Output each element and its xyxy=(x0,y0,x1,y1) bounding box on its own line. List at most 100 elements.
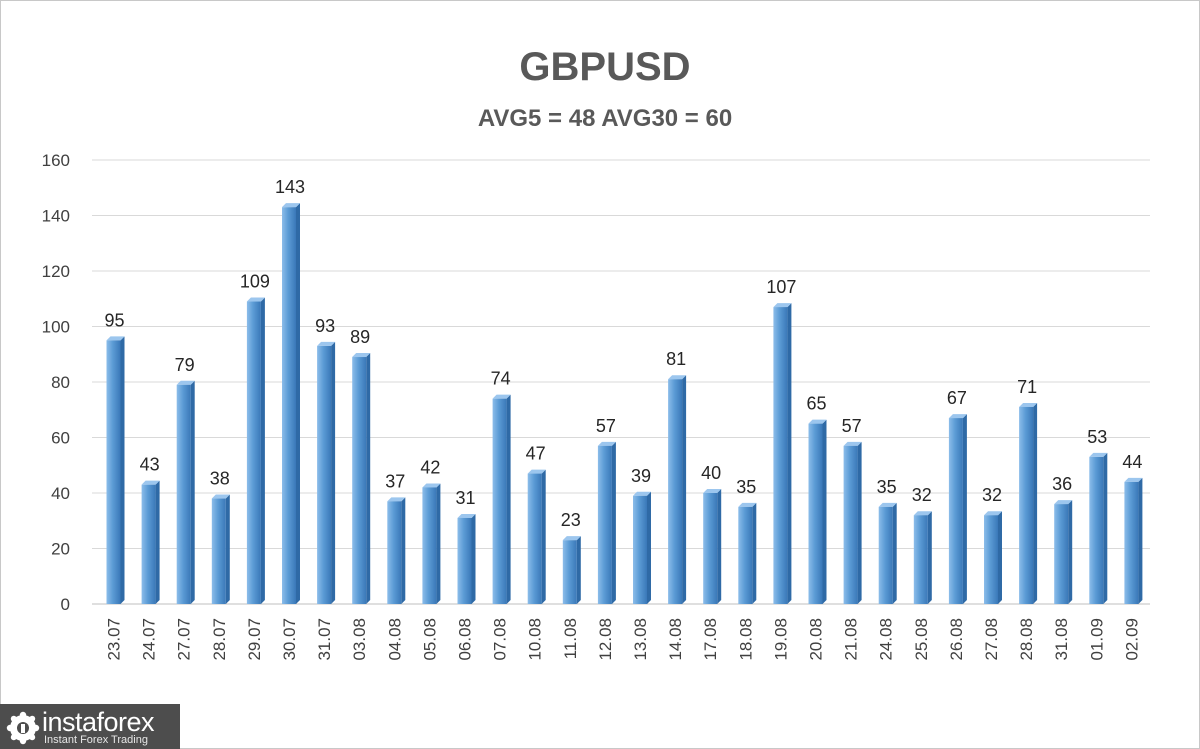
bar-side xyxy=(190,380,195,604)
x-tick-label: 01.09 xyxy=(1087,618,1106,661)
bar-front xyxy=(1124,481,1139,604)
logo-tagline: Instant Forex Trading xyxy=(44,734,148,746)
bar-top xyxy=(317,341,336,346)
bar-side xyxy=(576,536,581,604)
bar xyxy=(141,480,160,604)
bar-top xyxy=(492,394,511,399)
bar xyxy=(703,489,722,604)
bar-side xyxy=(752,502,757,604)
bar xyxy=(317,341,336,604)
bar xyxy=(176,380,195,604)
bar-top xyxy=(1089,452,1108,457)
x-tick-label: 12.08 xyxy=(596,618,615,661)
bar-top xyxy=(808,419,827,424)
bar-top xyxy=(1124,477,1143,482)
data-label: 74 xyxy=(491,369,511,389)
bar-top xyxy=(352,353,371,358)
data-label: 42 xyxy=(420,457,440,477)
data-label: 39 xyxy=(631,466,651,486)
bar-top xyxy=(246,297,265,302)
bar xyxy=(527,469,546,604)
x-tick-label: 05.08 xyxy=(420,618,439,661)
bar-side xyxy=(541,469,546,604)
data-label: 32 xyxy=(912,485,932,505)
bar-top xyxy=(668,375,687,380)
gridlines xyxy=(92,159,1150,605)
bar xyxy=(282,203,300,605)
y-tick-label: 120 xyxy=(42,262,70,281)
bar-top xyxy=(1054,500,1073,505)
y-tick-label: 100 xyxy=(42,318,70,337)
x-tick-label: 18.08 xyxy=(736,618,755,661)
bars xyxy=(106,203,1143,605)
bar-top xyxy=(913,511,932,516)
x-tick-label: 27.08 xyxy=(982,618,1001,661)
data-label: 35 xyxy=(877,477,897,497)
x-tick-label: 10.08 xyxy=(526,618,545,661)
data-label: 89 xyxy=(350,327,370,347)
bar-side xyxy=(717,489,722,604)
bar xyxy=(738,502,757,604)
logo-wordmark: instaforex xyxy=(42,707,155,737)
y-tick-label: 0 xyxy=(61,595,70,614)
instaforex-logo: instaforex Instant Forex Trading xyxy=(0,704,180,749)
data-label: 36 xyxy=(1052,474,1072,494)
bar-side xyxy=(471,513,476,604)
instaforex-logo-icon xyxy=(6,711,40,745)
x-tick-label: 04.08 xyxy=(385,618,404,661)
data-label: 67 xyxy=(947,388,967,408)
bar-front xyxy=(457,517,472,604)
y-tick-label: 60 xyxy=(51,429,70,448)
data-label: 57 xyxy=(842,416,862,436)
bar-front xyxy=(141,484,156,604)
data-label: 40 xyxy=(701,463,721,483)
bar-side xyxy=(1103,452,1108,604)
data-label: 32 xyxy=(982,485,1002,505)
bar-side xyxy=(366,353,371,604)
bar-front xyxy=(808,423,823,604)
bar xyxy=(913,511,932,604)
data-label: 57 xyxy=(596,416,616,436)
bar xyxy=(597,441,616,604)
bar-side xyxy=(155,480,160,604)
bar-front xyxy=(913,515,928,604)
x-tick-label: 13.08 xyxy=(631,618,650,661)
x-tick-label: 27.07 xyxy=(175,618,194,661)
bar-side xyxy=(822,419,827,604)
bar-front xyxy=(387,501,402,604)
bar-front xyxy=(773,307,788,604)
bar-side xyxy=(401,497,406,604)
data-label: 37 xyxy=(385,471,405,491)
bar xyxy=(878,502,897,604)
bar-front xyxy=(282,207,296,605)
bar-front xyxy=(843,445,858,604)
x-tick-label: 11.08 xyxy=(561,618,580,659)
bar-top xyxy=(211,494,230,499)
y-axis-ticks: 0 20 40 60 80 100 120 140 160 xyxy=(42,151,70,614)
bar-front xyxy=(492,398,507,604)
data-label: 43 xyxy=(140,455,160,475)
bar-top xyxy=(176,380,195,385)
bar-top xyxy=(878,502,897,507)
bar-side xyxy=(436,483,441,604)
y-tick-label: 140 xyxy=(42,207,70,226)
y-tick-label: 20 xyxy=(51,540,70,559)
chart-subtitle: AVG5 = 48 AVG30 = 60 xyxy=(478,105,732,132)
bar xyxy=(1124,477,1143,604)
bar xyxy=(1054,500,1073,604)
bar-top xyxy=(422,483,441,488)
data-label: 71 xyxy=(1017,377,1037,397)
data-label: 31 xyxy=(455,488,475,508)
chart-title: GBPUSD xyxy=(519,45,690,89)
bar-front xyxy=(1054,504,1069,604)
bar-side xyxy=(962,414,967,604)
bar xyxy=(773,303,792,604)
bar xyxy=(352,353,371,604)
data-label: 53 xyxy=(1087,427,1107,447)
data-label: 47 xyxy=(526,444,546,464)
x-axis-ticks: 23.07 24.07 27.07 28.07 29.07 30.07 31.07 03.08… xyxy=(105,618,1142,661)
bar-side xyxy=(927,511,932,604)
y-tick-label: 40 xyxy=(51,484,70,503)
data-label: 93 xyxy=(315,316,335,336)
x-tick-label: 31.08 xyxy=(1052,618,1071,661)
